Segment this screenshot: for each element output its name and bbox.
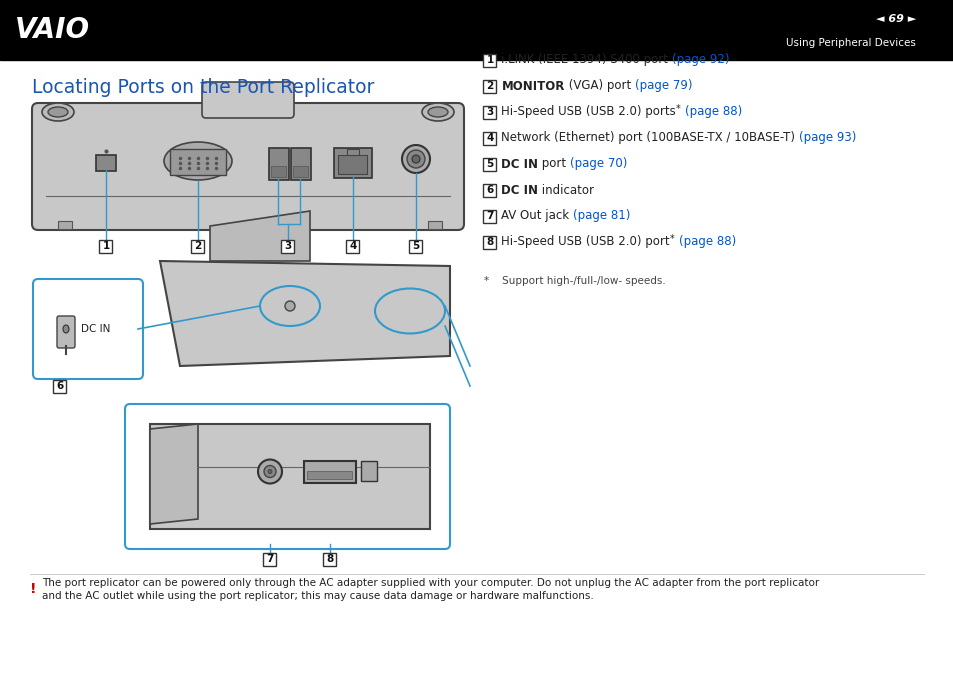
Text: 3: 3 — [284, 241, 292, 251]
Bar — [0, 0, 953, 60]
Text: Using Peripheral Devices: Using Peripheral Devices — [785, 38, 915, 48]
Bar — [483, 183, 496, 197]
Bar — [483, 53, 496, 67]
Text: DC IN: DC IN — [81, 324, 111, 334]
Text: AV Out jack: AV Out jack — [501, 210, 573, 222]
Text: 4: 4 — [486, 133, 493, 143]
Bar — [409, 239, 422, 253]
Text: 5: 5 — [412, 241, 419, 251]
Text: MONITOR: MONITOR — [501, 80, 564, 92]
FancyBboxPatch shape — [32, 103, 463, 230]
Ellipse shape — [63, 325, 69, 333]
Polygon shape — [150, 424, 198, 524]
Polygon shape — [150, 424, 430, 529]
Bar — [347, 149, 358, 155]
FancyBboxPatch shape — [57, 316, 75, 348]
Text: (page 70): (page 70) — [570, 158, 627, 171]
Ellipse shape — [264, 466, 275, 477]
Text: Network (Ethernet) port (100BASE-TX / 10BASE-T): Network (Ethernet) port (100BASE-TX / 10… — [501, 131, 799, 144]
Text: *    Support high-/full-/low- speeds.: * Support high-/full-/low- speeds. — [483, 276, 665, 286]
Text: ◄ 69 ►: ◄ 69 ► — [875, 14, 915, 24]
FancyBboxPatch shape — [291, 148, 311, 180]
FancyBboxPatch shape — [304, 460, 355, 483]
FancyBboxPatch shape — [96, 155, 116, 171]
Bar — [58, 221, 71, 229]
Text: 3: 3 — [486, 107, 493, 117]
Text: 1: 1 — [102, 241, 110, 251]
Bar — [263, 553, 276, 565]
Text: 4: 4 — [349, 241, 356, 251]
Polygon shape — [160, 261, 450, 366]
Bar — [483, 158, 496, 171]
Bar — [346, 239, 359, 253]
Text: 6: 6 — [56, 381, 64, 391]
Ellipse shape — [412, 155, 419, 163]
FancyBboxPatch shape — [269, 148, 289, 180]
Text: 7: 7 — [486, 211, 493, 221]
Bar — [428, 221, 441, 229]
Bar — [483, 131, 496, 144]
Bar — [281, 239, 294, 253]
Bar — [192, 239, 204, 253]
FancyBboxPatch shape — [202, 82, 294, 118]
Ellipse shape — [428, 107, 448, 117]
FancyBboxPatch shape — [125, 404, 450, 549]
Bar — [323, 553, 336, 565]
Text: The port replicator can be powered only through the AC adapter supplied with you: The port replicator can be powered only … — [42, 578, 819, 588]
Text: DC IN: DC IN — [501, 183, 537, 197]
Text: VAIO: VAIO — [15, 16, 90, 44]
FancyBboxPatch shape — [294, 166, 308, 177]
Ellipse shape — [42, 103, 74, 121]
Text: *: * — [669, 234, 674, 244]
Text: Hi-Speed USB (USB 2.0) ports: Hi-Speed USB (USB 2.0) ports — [501, 106, 676, 119]
Text: 1: 1 — [486, 55, 493, 65]
Bar — [99, 239, 112, 253]
FancyBboxPatch shape — [360, 460, 376, 481]
Ellipse shape — [164, 142, 232, 180]
Bar — [53, 379, 67, 392]
Text: *: * — [676, 104, 680, 114]
Ellipse shape — [407, 150, 424, 168]
Text: (page 88): (page 88) — [684, 106, 741, 119]
Text: (page 93): (page 93) — [799, 131, 856, 144]
Bar — [483, 235, 496, 249]
Text: 6: 6 — [486, 185, 493, 195]
Text: DC IN: DC IN — [501, 158, 537, 171]
FancyBboxPatch shape — [33, 279, 143, 379]
FancyBboxPatch shape — [170, 149, 226, 175]
Ellipse shape — [257, 460, 282, 483]
Bar — [483, 80, 496, 92]
Text: (page 88): (page 88) — [678, 235, 735, 249]
Text: port: port — [537, 158, 570, 171]
Bar — [483, 106, 496, 119]
Polygon shape — [210, 211, 310, 261]
Text: 2: 2 — [486, 81, 493, 91]
Text: (page 79): (page 79) — [634, 80, 692, 92]
Text: indicator: indicator — [537, 183, 594, 197]
Ellipse shape — [285, 301, 294, 311]
Text: (page 92): (page 92) — [672, 53, 729, 67]
FancyBboxPatch shape — [307, 471, 352, 479]
Text: 5: 5 — [486, 159, 493, 169]
Text: 2: 2 — [194, 241, 201, 251]
Text: i.LINK (IEEE 1394) S400 port: i.LINK (IEEE 1394) S400 port — [501, 53, 672, 67]
Text: 7: 7 — [266, 554, 274, 564]
Text: (page 81): (page 81) — [573, 210, 630, 222]
Text: Hi-Speed USB (USB 2.0) port: Hi-Speed USB (USB 2.0) port — [501, 235, 669, 249]
FancyBboxPatch shape — [334, 148, 372, 178]
FancyBboxPatch shape — [272, 166, 286, 177]
Text: 8: 8 — [486, 237, 493, 247]
FancyBboxPatch shape — [338, 154, 367, 173]
Text: (VGA) port: (VGA) port — [564, 80, 634, 92]
Text: !: ! — [30, 582, 36, 596]
Text: 8: 8 — [326, 554, 334, 564]
Ellipse shape — [268, 470, 272, 474]
Text: Locating Ports on the Port Replicator: Locating Ports on the Port Replicator — [32, 78, 374, 97]
Ellipse shape — [48, 107, 68, 117]
Ellipse shape — [421, 103, 454, 121]
Text: and the AC outlet while using the port replicator; this may cause data damage or: and the AC outlet while using the port r… — [42, 591, 593, 601]
Ellipse shape — [401, 145, 430, 173]
Bar — [483, 210, 496, 222]
